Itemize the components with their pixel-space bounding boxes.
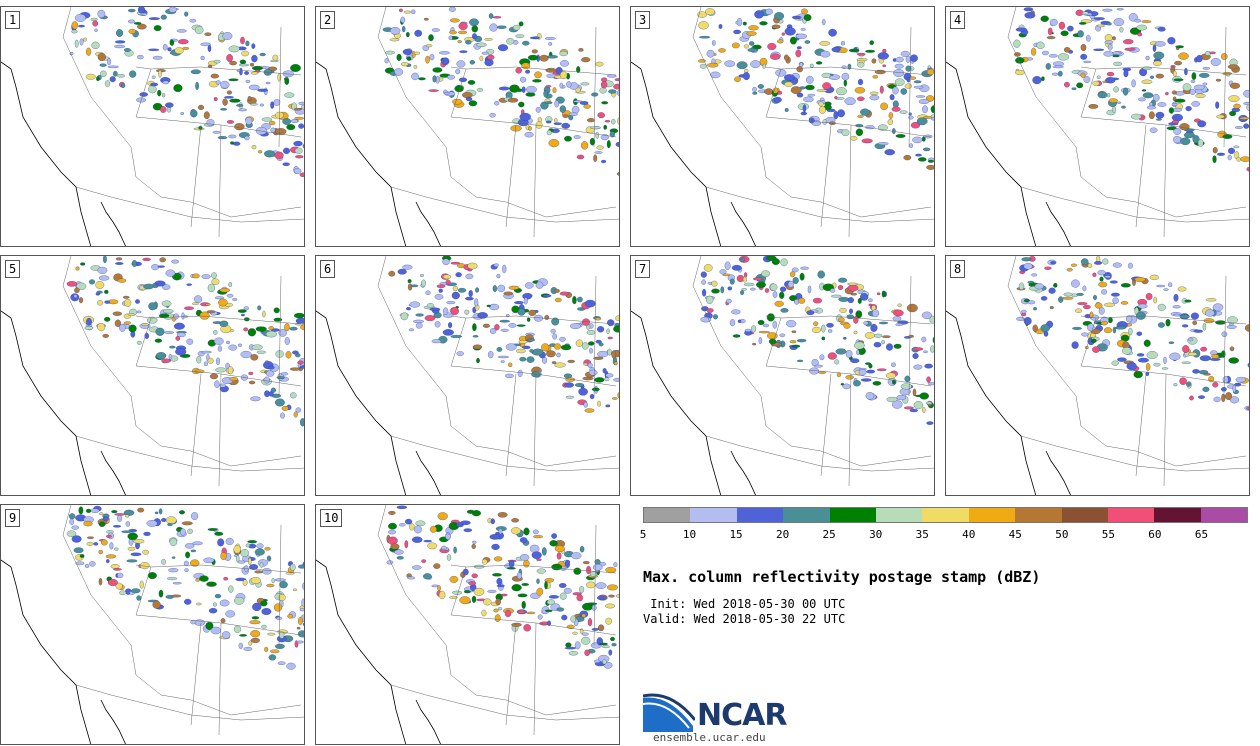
postage-stamp-panel: 9 (0, 504, 305, 745)
map-title: Max. column reflectivity postage stamp (… (643, 568, 1041, 586)
map-canvas (316, 7, 619, 246)
panel-number: 6 (320, 260, 336, 278)
colorbar-swatch (875, 508, 923, 522)
map-canvas (946, 7, 1249, 246)
map-canvas (316, 505, 619, 744)
map-canvas (631, 256, 934, 495)
colorbar-tick-label: 60 (1148, 528, 1162, 541)
colorbar-tick-label: 55 (1101, 528, 1115, 541)
panel-number: 3 (635, 11, 651, 29)
colorbar-swatch (1200, 508, 1248, 522)
colorbar-swatch (968, 508, 1016, 522)
colorbar-swatch (783, 508, 830, 522)
map-canvas (946, 256, 1249, 495)
colorbar-swatch (922, 508, 969, 522)
postage-stamp-panel: 1 (0, 6, 305, 247)
postage-stamp-panel: 6 (315, 255, 620, 496)
panel-number: 5 (5, 260, 21, 278)
map-canvas (1, 7, 304, 246)
colorbar-tick-label: 40 (962, 528, 976, 541)
panel-number: 8 (950, 260, 966, 278)
colorbar-swatch (690, 508, 737, 522)
colorbar-tick-label: 25 (822, 528, 836, 541)
reflectivity-colorbar (643, 507, 1248, 523)
valid-time: Valid: Wed 2018-05-30 22 UTC (643, 612, 846, 626)
colorbar-tick-label: 15 (729, 528, 743, 541)
colorbar-swatch (736, 508, 784, 522)
colorbar-tick-label: 20 (775, 528, 790, 541)
map-canvas (631, 7, 934, 246)
panel-number: 10 (320, 509, 343, 527)
postage-stamp-panel: 3 (630, 6, 935, 247)
postage-stamp-panel: 7 (630, 255, 935, 496)
colorbar-swatch (1015, 508, 1062, 522)
init-time: Init: Wed 2018-05-30 00 UTC (643, 597, 846, 611)
panel-number: 9 (5, 509, 21, 527)
colorbar-tick-label: 45 (1008, 528, 1022, 541)
colorbar-tick-label: 10 (682, 528, 697, 541)
colorbar-swatch (1154, 508, 1201, 522)
ncar-logo-icon (643, 693, 695, 732)
panel-number: 2 (320, 11, 336, 29)
colorbar-tick-label: 30 (869, 528, 883, 541)
map-canvas (1, 505, 304, 744)
panel-number: 7 (635, 260, 651, 278)
colorbar-tick-label: 35 (915, 528, 929, 541)
colorbar-swatch (829, 508, 876, 522)
colorbar-tick-label: 5 (639, 528, 647, 541)
panel-number: 1 (5, 11, 21, 29)
panel-number: 4 (950, 11, 966, 29)
colorbar-swatch (644, 508, 691, 522)
site-url: ensemble.ucar.edu (653, 731, 766, 744)
postage-stamp-panel: 2 (315, 6, 620, 247)
colorbar-swatch (1061, 508, 1108, 522)
postage-stamp-panel: 8 (945, 255, 1250, 496)
postage-stamp-panel: 4 (945, 6, 1250, 247)
postage-stamp-panel: 5 (0, 255, 305, 496)
postage-stamp-panel: 10 (315, 504, 620, 745)
map-canvas (1, 256, 304, 495)
map-canvas (316, 256, 619, 495)
colorbar-tick-label: 65 (1194, 528, 1209, 541)
ncar-logo-text: NCAR (697, 698, 787, 733)
colorbar-tick-label: 50 (1055, 528, 1069, 541)
colorbar-swatch (1107, 508, 1155, 522)
